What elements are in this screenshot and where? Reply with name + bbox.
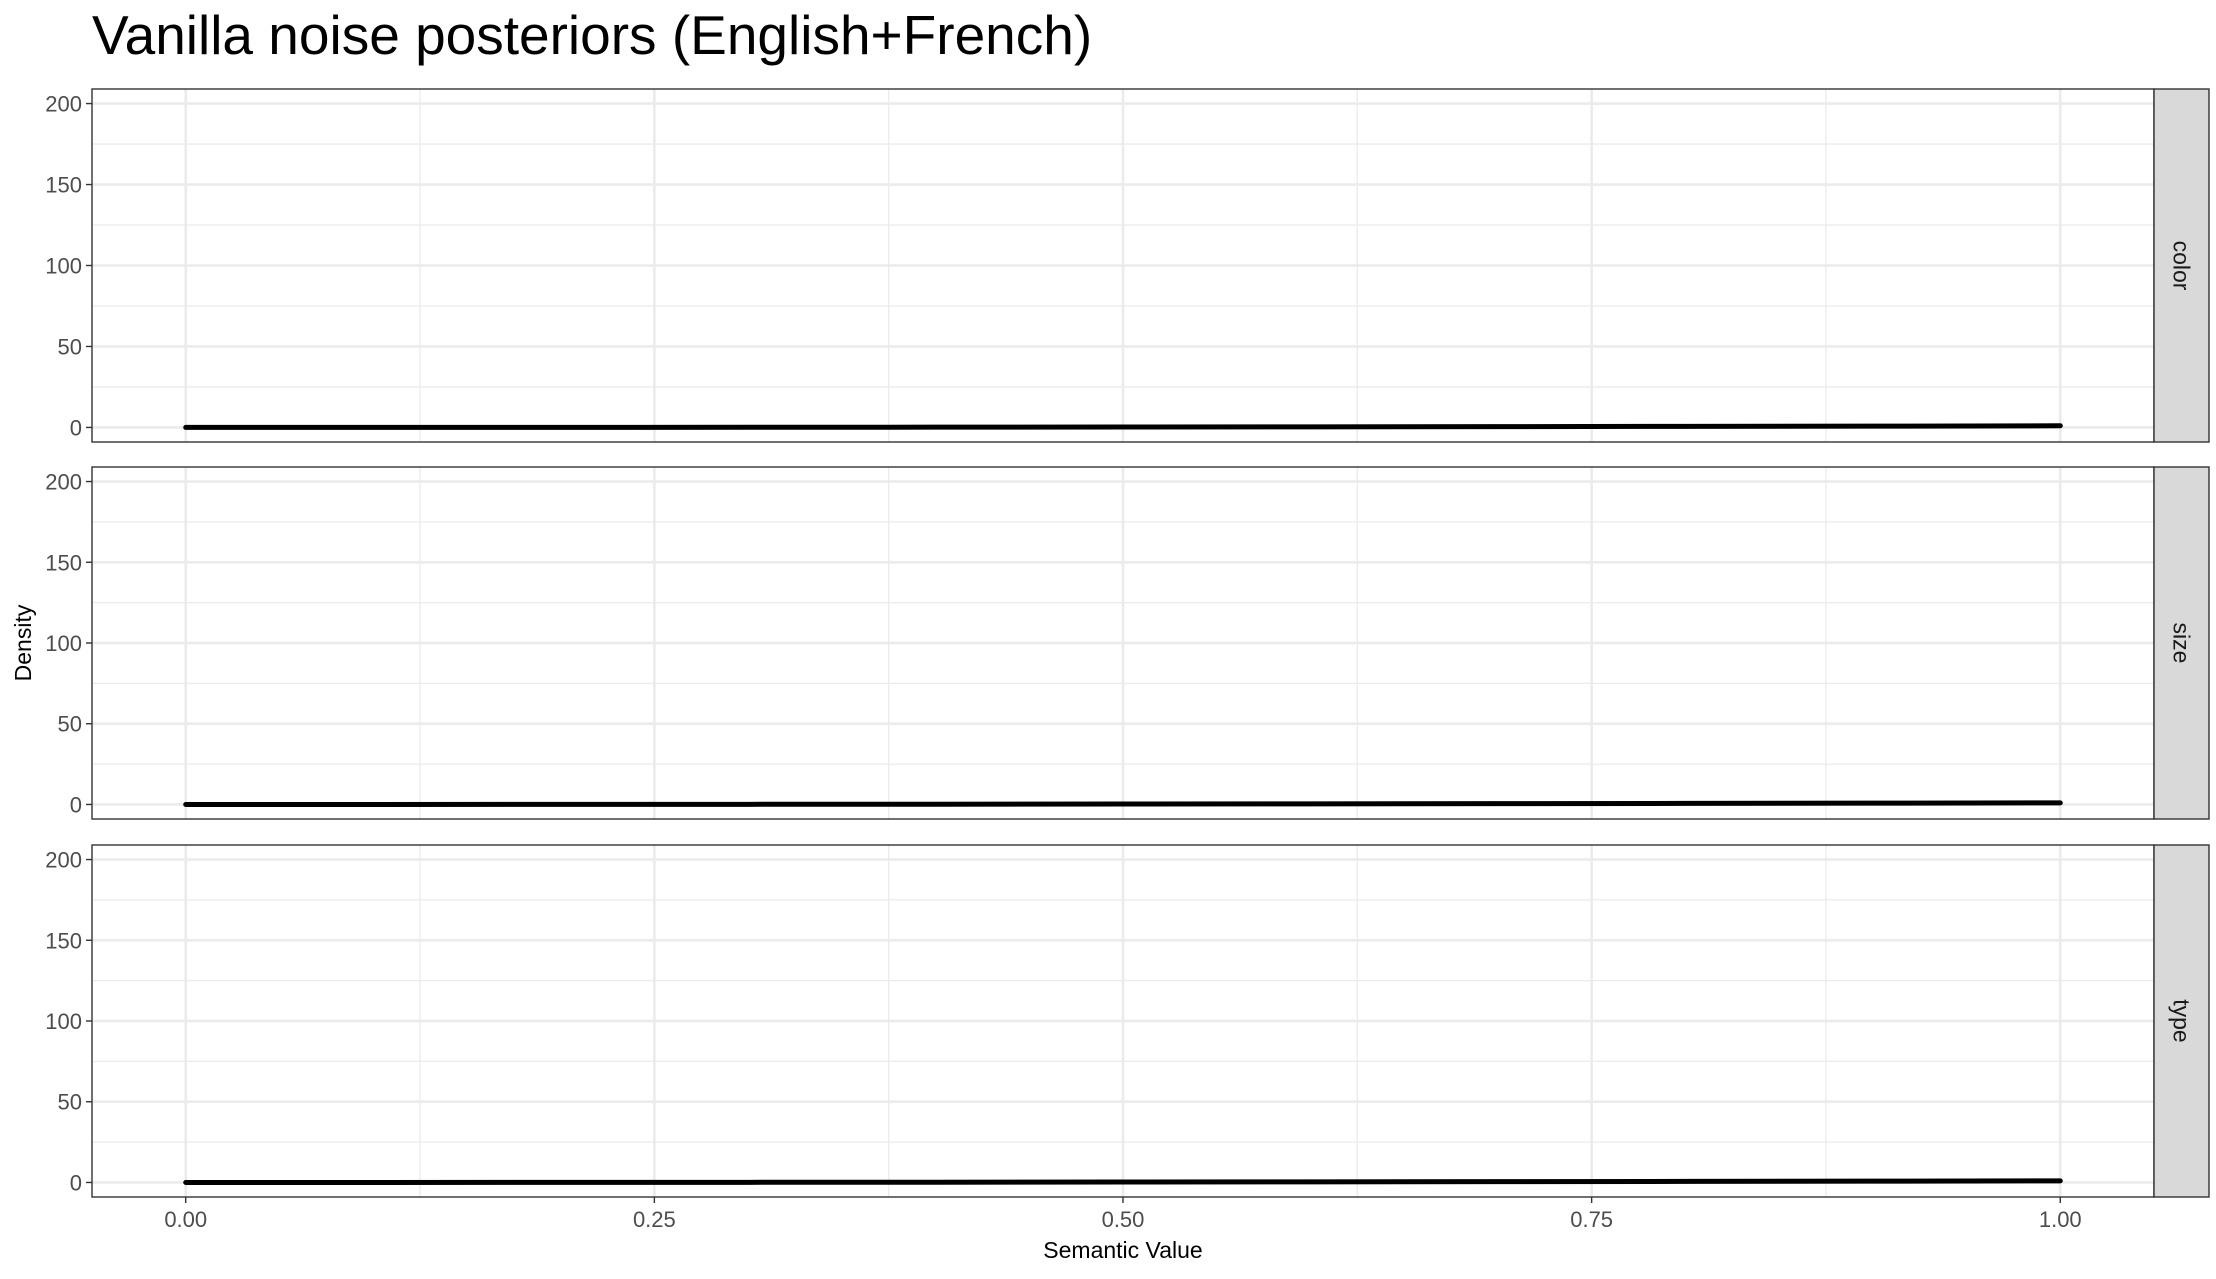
y-tick-label: 150 xyxy=(45,550,82,575)
y-tick-label: 50 xyxy=(58,712,82,737)
facet-strip-label: color xyxy=(2169,241,2195,291)
y-tick-label: 0 xyxy=(70,415,82,440)
x-tick-label: 0.50 xyxy=(1102,1207,1145,1232)
y-tick-label: 0 xyxy=(70,792,82,817)
facet-strip xyxy=(2153,88,2210,443)
y-tick-label: 200 xyxy=(45,848,82,873)
facet-strip-label: type xyxy=(2169,999,2195,1042)
y-axis-title: Density xyxy=(10,604,36,681)
y-tick-label: 200 xyxy=(45,92,82,117)
facet-panel-type: 0 50 100 150 200 type xyxy=(45,844,2210,1198)
x-tick-label: 0.75 xyxy=(1570,1207,1613,1232)
density-line-color xyxy=(183,423,2063,430)
facet-strip xyxy=(2153,466,2210,820)
chart-title: Vanilla noise posteriors (English+French… xyxy=(92,4,1092,66)
density-line-size xyxy=(183,800,2063,807)
x-axis: 0.00 0.25 0.50 0.75 1.00 xyxy=(164,1197,2082,1232)
facet-panel-color: 0 50 100 150 200 color xyxy=(45,88,2210,443)
y-tick-label: 150 xyxy=(45,173,82,198)
facet-strip-label: size xyxy=(2169,623,2195,664)
density-line-type xyxy=(183,1178,2063,1185)
x-tick-label: 0.25 xyxy=(633,1207,676,1232)
y-tick-label: 50 xyxy=(58,334,82,359)
y-tick-label: 100 xyxy=(45,1009,82,1034)
facet-strip xyxy=(2153,844,2210,1198)
y-tick-label: 50 xyxy=(58,1090,82,1115)
y-tick-label: 100 xyxy=(45,631,82,656)
facet-panel-size: 0 50 100 150 200 size xyxy=(45,466,2210,820)
facet-panels: 0 50 100 150 200 color 0 50 100 150 200 size 0 50 100 1… xyxy=(45,88,2210,1198)
y-tick-label: 100 xyxy=(45,254,82,279)
x-axis-title: Semantic Value xyxy=(1043,1237,1202,1263)
y-tick-label: 200 xyxy=(45,470,82,495)
x-tick-label: 0.00 xyxy=(164,1207,207,1232)
y-tick-label: 150 xyxy=(45,928,82,953)
x-tick-label: 1.00 xyxy=(2039,1207,2082,1232)
y-tick-label: 0 xyxy=(70,1170,82,1195)
